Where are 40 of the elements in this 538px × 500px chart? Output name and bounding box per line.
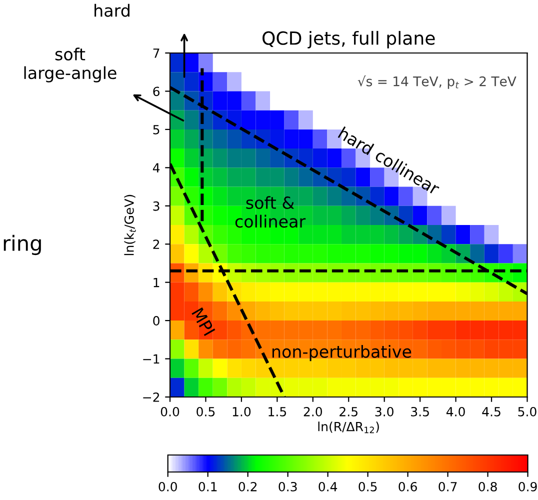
x-tick-label: 0.5: [196, 406, 215, 416]
x-tick-label: 4.5: [482, 407, 500, 416]
chart-title: QCD jets, full plane: [262, 30, 435, 48]
color-bar-label: 0.9: [518, 482, 537, 492]
y-tick-label: −2: [143, 392, 160, 402]
x-tick-label: 5.0: [518, 406, 536, 416]
y-tick-label: 0: [153, 316, 160, 326]
annotation: √s = 14 TeV, p$_{t}$ > 2 TeV: [358, 75, 516, 89]
text: hard: [94, 4, 130, 17]
color-bar-label: 0.4: [318, 482, 338, 492]
color-bar-label: 0.3: [278, 482, 297, 492]
color-bar-label: 0.2: [238, 482, 257, 492]
y-tick-label: 6: [153, 86, 160, 96]
y-tick-label: 4: [152, 163, 160, 172]
x-tick-label: 3.5: [411, 406, 429, 416]
x-tick-label: 2.0: [304, 406, 322, 416]
x-tick-label: 3.0: [375, 406, 394, 416]
color-bar-label: 0.8: [478, 482, 497, 492]
y-tick-label: 7: [153, 48, 160, 58]
y-tick-label: 1: [154, 278, 160, 288]
y-tick-label: 2: [153, 240, 160, 249]
x-axis-title: ln(R/ΔR$_{12}$): [318, 422, 379, 434]
y-tick-label: −1: [143, 354, 160, 364]
text: ring: [4, 234, 41, 256]
annotation: non-perturbative: [272, 344, 412, 362]
x-tick-label: 1.0: [232, 406, 251, 416]
y-tick-label: 3: [153, 201, 160, 211]
x-tick-label: 1.5: [268, 407, 286, 416]
x-tick-label: 4.0: [446, 406, 465, 416]
annotation: soft & collinear: [235, 196, 306, 228]
color-bar-label: 0.7: [438, 482, 457, 492]
color-bar-label: 0.6: [398, 482, 417, 492]
x-tick-label: 2.5: [340, 406, 358, 416]
color-bar-label: 0.0: [158, 482, 177, 492]
text: soft large-angle: [24, 48, 116, 82]
y-axis-title: ln(k$_{t}$/GeV): [124, 194, 136, 256]
color-bar-label: 0.1: [198, 482, 217, 492]
x-tick-label: 0.0: [160, 406, 180, 416]
y-tick-label: 5: [153, 125, 160, 134]
color-bar-label: 0.5: [358, 482, 377, 492]
